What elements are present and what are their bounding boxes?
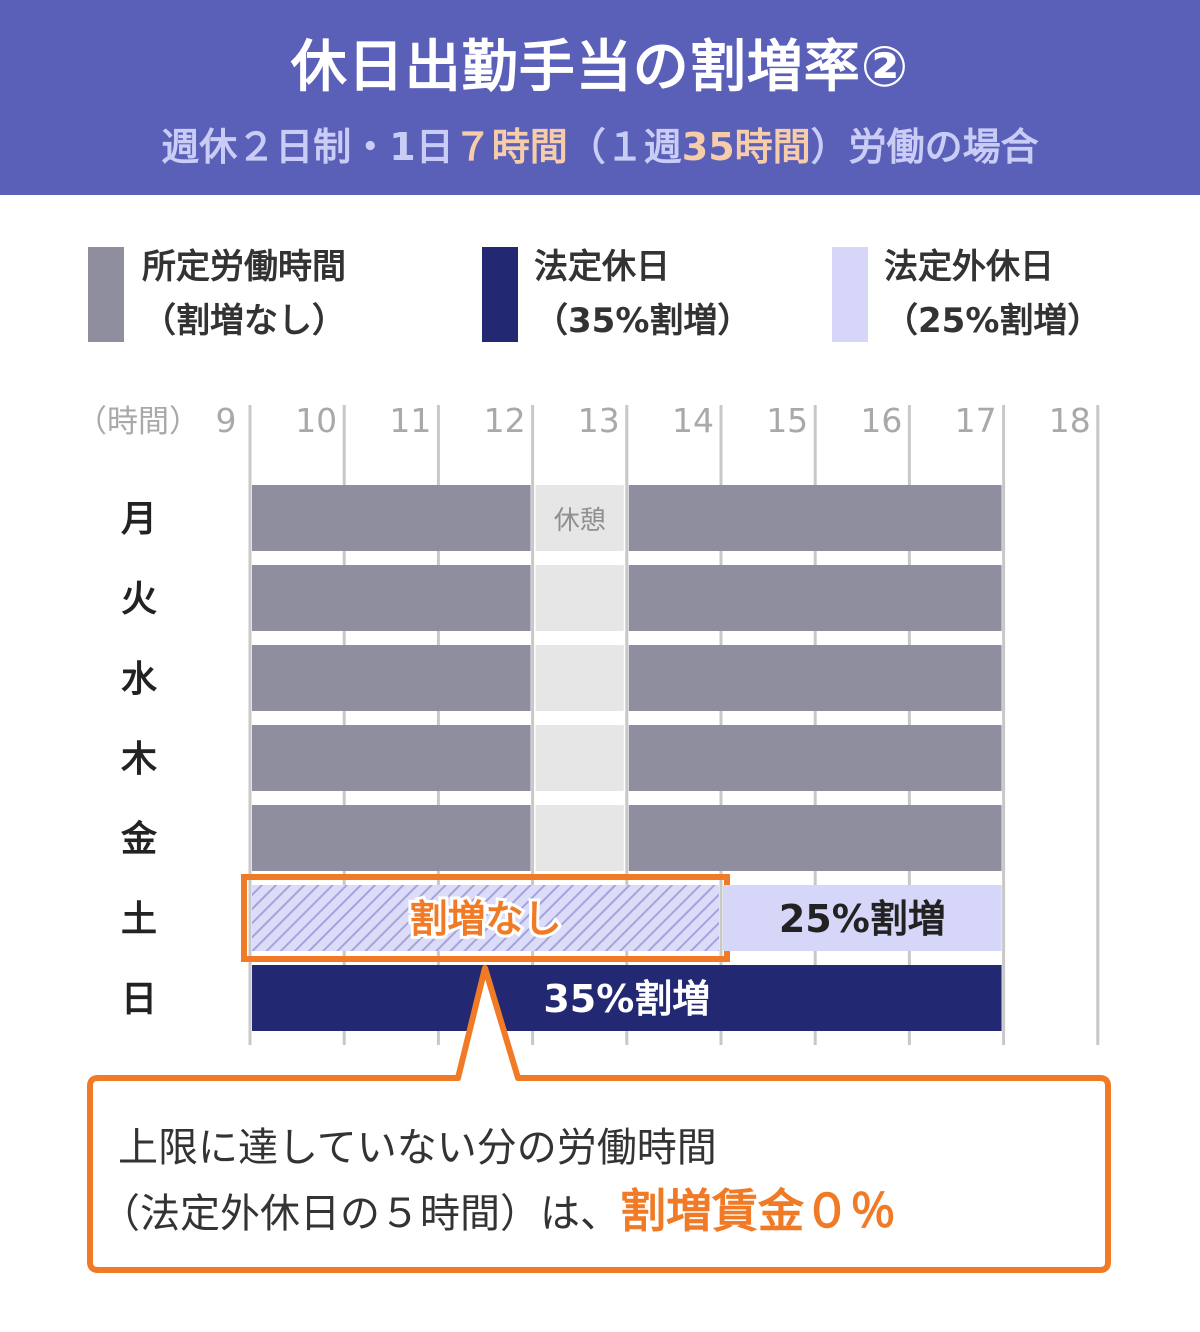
legend-item-legal-holiday: 法定休日 （35%割増） xyxy=(534,240,751,348)
x-tick-label: 18 xyxy=(1049,401,1091,440)
subtitle-hours-per-day: ７時間 xyxy=(453,125,568,169)
day-label: 火 xyxy=(121,579,157,620)
bar-work xyxy=(252,485,531,551)
legend-regular-line1: 所定労働時間 xyxy=(142,247,346,287)
callout-bubble xyxy=(87,965,1111,1273)
bar-work xyxy=(252,725,531,791)
day-label: 土 xyxy=(121,899,157,940)
break-block xyxy=(535,565,624,631)
bar-work xyxy=(252,645,531,711)
break-block xyxy=(535,805,624,871)
subtitle-part3: （１週 xyxy=(567,125,682,169)
x-tick-label: 16 xyxy=(860,401,902,440)
x-tick-label: 9 xyxy=(216,401,237,440)
x-tick-label: 13 xyxy=(578,401,620,440)
legend-nonlegal-line1: 法定外休日 xyxy=(884,247,1054,287)
break-label: 休憩 xyxy=(554,506,606,536)
callout-line2: （法定外休日の５時間）は、割増賃金０％ xyxy=(100,1175,1060,1241)
subtitle-part5: ）労働の場合 xyxy=(810,125,1039,169)
x-tick-label: 14 xyxy=(672,401,714,440)
bar-work xyxy=(628,565,1002,631)
break-block xyxy=(535,645,624,711)
bar-no-premium xyxy=(252,885,719,951)
header-banner: 休日出勤手当の割増率② 週休２日制・1日７時間（１週35時間）労働の場合 xyxy=(0,0,1200,195)
bar-work xyxy=(628,805,1002,871)
bar-work xyxy=(252,565,531,631)
day-label: 月 xyxy=(121,499,157,540)
break-block xyxy=(535,485,624,551)
bar-work xyxy=(628,485,1002,551)
bar-label: 25%割増 xyxy=(779,897,946,941)
legend-swatch-nonlegal-holiday xyxy=(832,247,868,342)
day-label: 木 xyxy=(121,739,157,780)
legend-legal-line2: （35%割増） xyxy=(534,301,752,341)
break-block xyxy=(535,725,624,791)
bar-label: 35%割増 xyxy=(543,977,710,1021)
callout-line2-part1: （法定外休日の５時間）は、 xyxy=(100,1191,620,1237)
day-label: 水 xyxy=(121,659,158,700)
legend-item-nonlegal-holiday: 法定外休日 （25%割増） xyxy=(884,240,1101,348)
subtitle-hours-per-week: 35時間 xyxy=(681,125,811,169)
legend-swatch-legal-holiday xyxy=(482,247,518,342)
callout-highlight: 割増賃金０％ xyxy=(620,1184,896,1238)
x-tick-label: 11 xyxy=(389,401,431,440)
day-label: 日 xyxy=(121,979,157,1020)
legend-nonlegal-line2: （25%割増） xyxy=(884,301,1102,341)
x-tick-label: 10 xyxy=(295,401,337,440)
legend-swatch-regular xyxy=(88,247,124,342)
x-tick-label: 12 xyxy=(484,401,526,440)
day-label: 金 xyxy=(120,818,158,860)
bar-work xyxy=(628,645,1002,711)
callout-line1: 上限に達していない分の労働時間 xyxy=(118,1125,717,1171)
legend-regular-line2: （割増なし） xyxy=(142,301,346,341)
bar-premium35 xyxy=(252,965,1002,1031)
bar-label: 割増なし xyxy=(409,897,561,941)
bar-work xyxy=(252,805,531,871)
x-axis-label: （時間） xyxy=(76,404,200,440)
bar-work xyxy=(628,725,1002,791)
x-tick-label: 15 xyxy=(766,401,808,440)
bar-premium25 xyxy=(723,885,1002,951)
page-title: 休日出勤手当の割増率② xyxy=(290,35,910,100)
subtitle-part1: 週休２日制・1日 xyxy=(161,125,454,169)
legend-item-regular: 所定労働時間 （割増なし） xyxy=(142,240,346,348)
legend-legal-line1: 法定休日 xyxy=(534,247,670,287)
x-tick-label: 17 xyxy=(955,401,997,440)
page-subtitle: 週休２日制・1日７時間（１週35時間）労働の場合 xyxy=(0,116,1200,171)
